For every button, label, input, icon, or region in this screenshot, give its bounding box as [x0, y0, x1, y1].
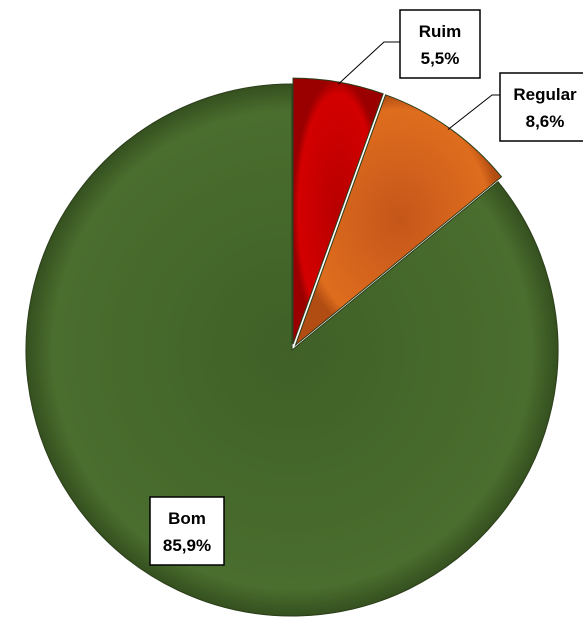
data-labels: Ruim 5,5% Regular 8,6% Bom 85,9% — [149, 9, 583, 566]
leader-line-ruim — [338, 41, 400, 85]
data-label-box — [399, 9, 481, 79]
slice-value-label: 8,6% — [526, 112, 565, 131]
leader-lines — [338, 41, 500, 130]
pie-slice-bom — [25, 83, 559, 617]
pie-slice-regular — [294, 94, 503, 347]
slice-category-label: Ruim — [419, 22, 462, 41]
data-label-ruim: Ruim 5,5% — [399, 9, 481, 79]
pie-slices — [25, 77, 559, 617]
slice-value-label: 5,5% — [421, 49, 460, 68]
data-label-regular: Regular 8,6% — [499, 72, 583, 142]
data-label-box — [149, 496, 225, 566]
slice-value-label: 85,9% — [163, 536, 211, 555]
data-label-bom: Bom 85,9% — [149, 496, 225, 566]
slice-category-label: Bom — [168, 509, 206, 528]
data-label-box — [499, 72, 583, 142]
pie-slice-ruim — [292, 77, 384, 345]
slice-category-label: Regular — [513, 85, 577, 104]
leader-line-regular — [447, 94, 500, 130]
